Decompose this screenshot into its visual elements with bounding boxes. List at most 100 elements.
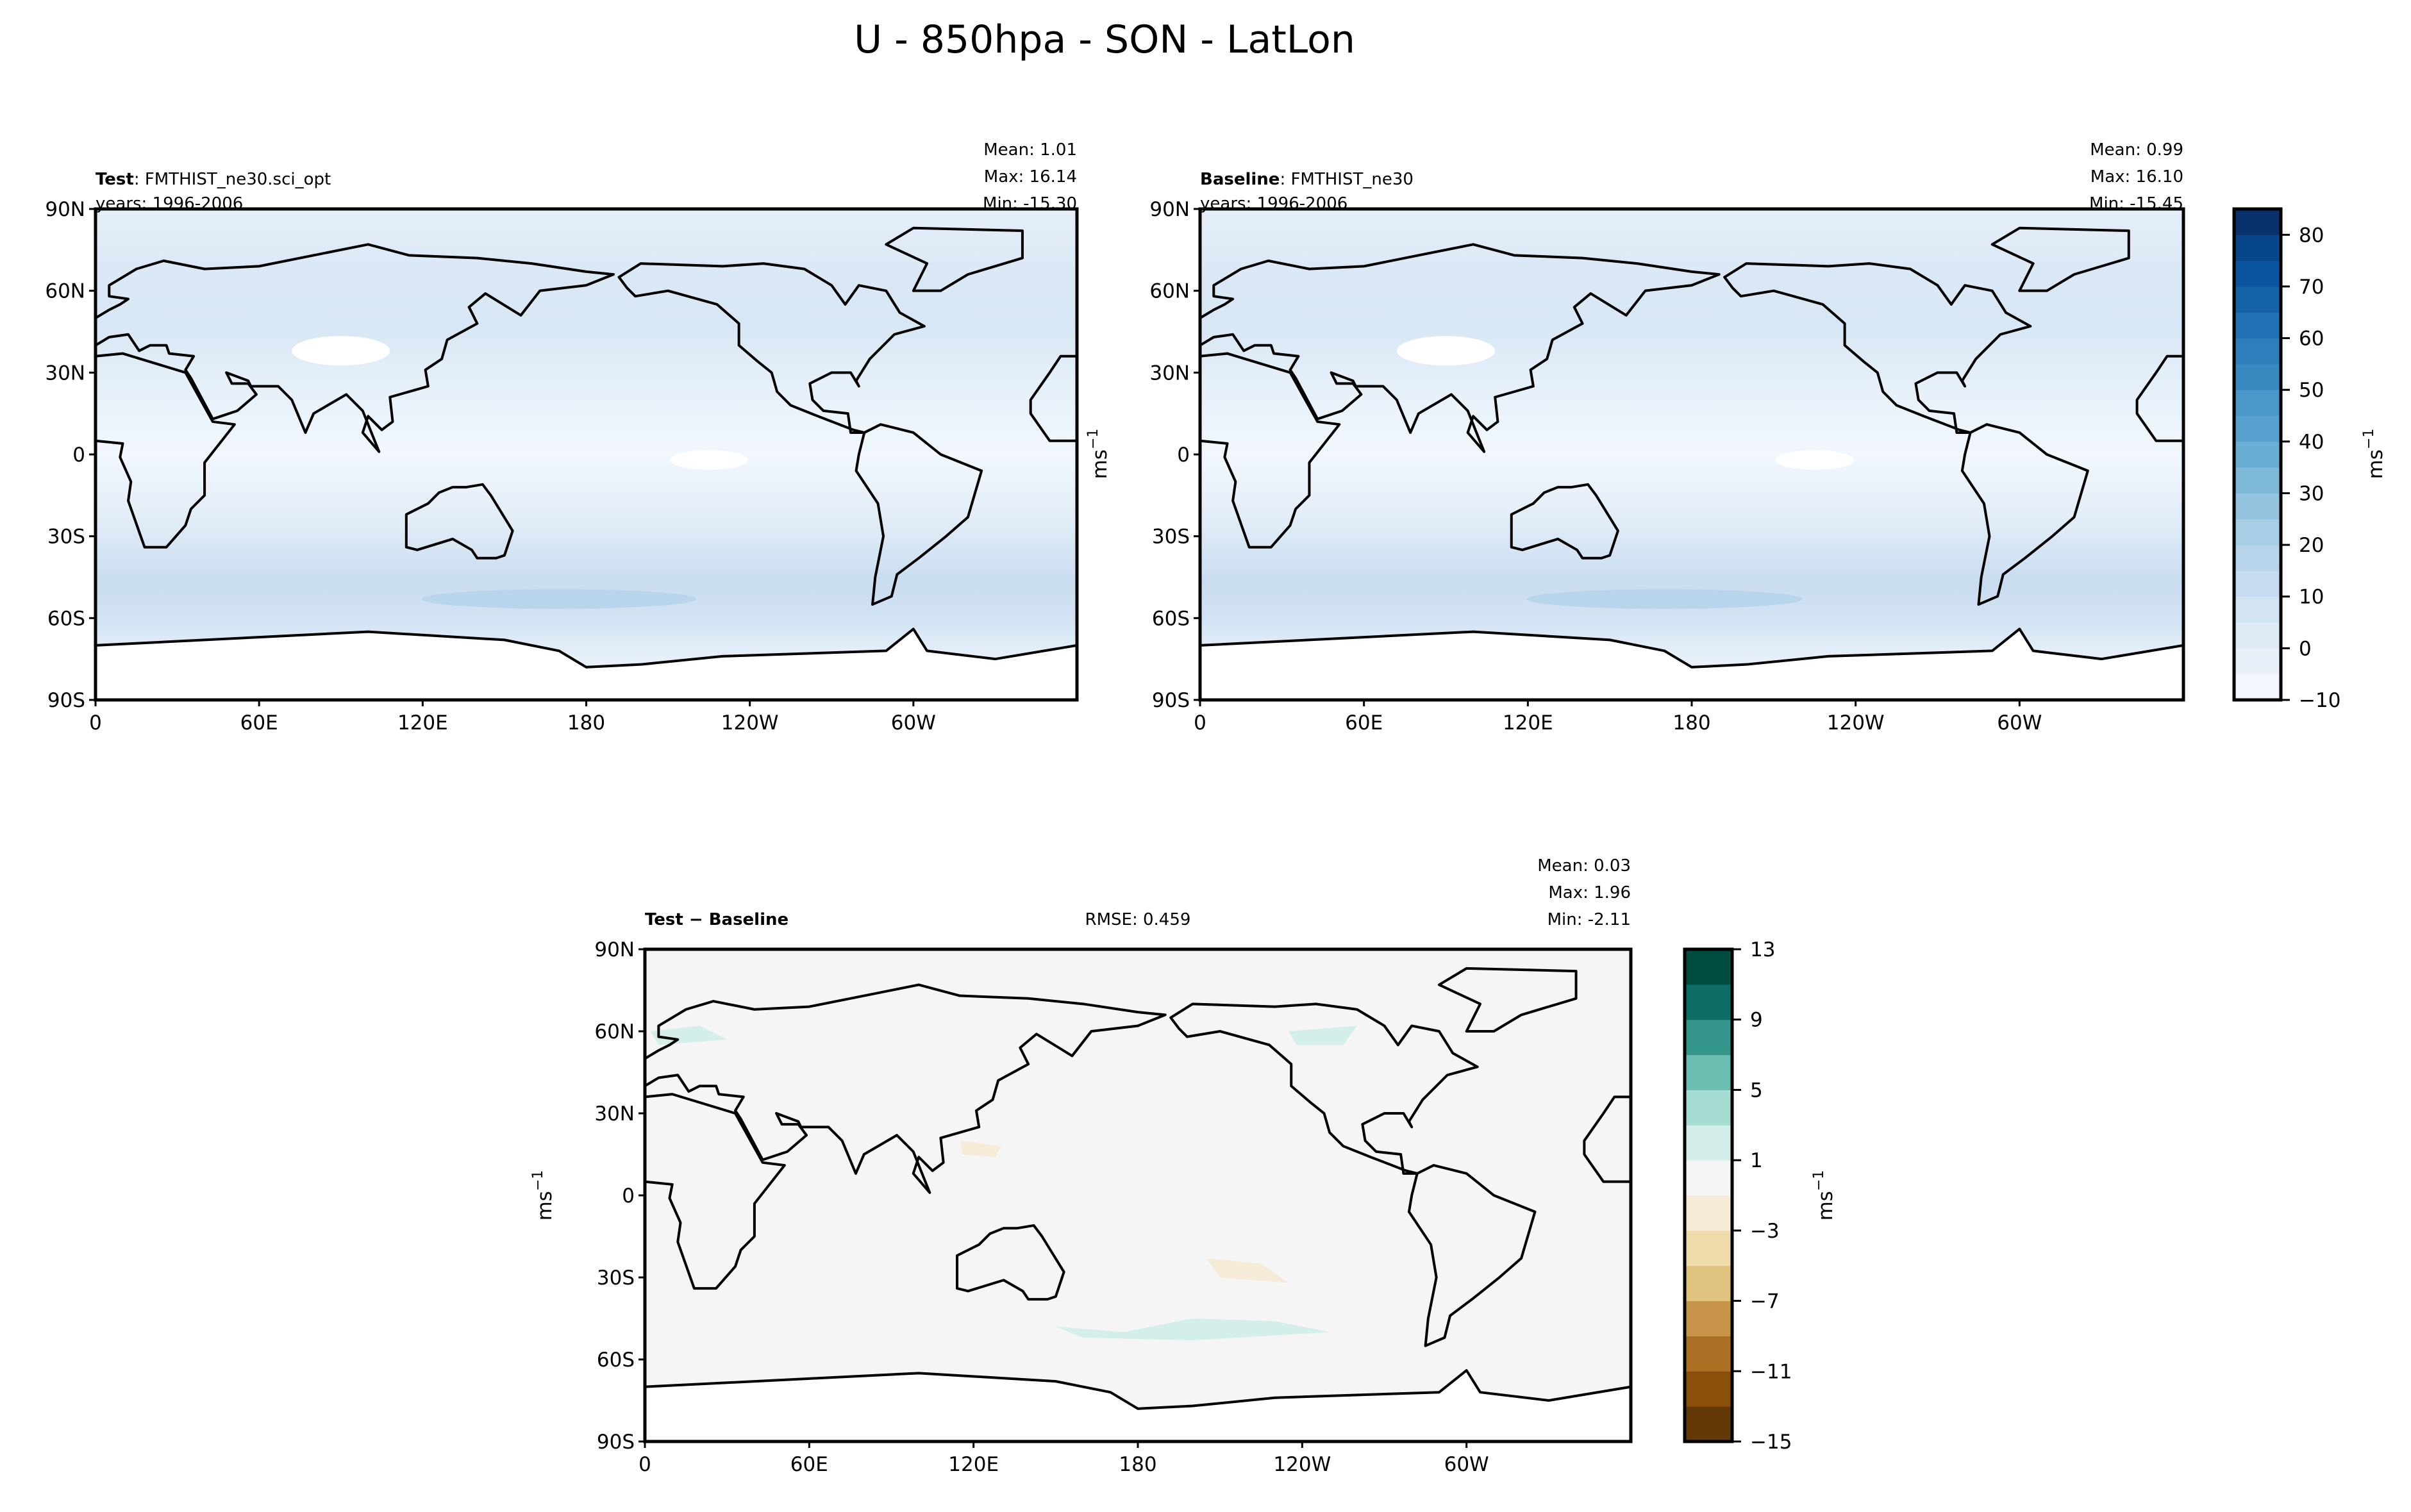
contour-region	[421, 589, 697, 609]
x-tick-label: 180	[1119, 1453, 1156, 1476]
stat-mean: Mean: 0.99	[2090, 140, 2183, 160]
map-panel-difference: 0 60E 120E 180 120W 60W 90N 60N 30N 0 30S 60S 90S Tes…	[594, 856, 1633, 1476]
units-label: ms−1	[2361, 429, 2387, 479]
panel-label-rest: : FMTHIST_ne30	[1280, 170, 1413, 189]
units-base: ms	[1089, 449, 1112, 479]
colorbar-tick-label: 20	[2299, 534, 2324, 557]
units-base: ms	[1814, 1191, 1837, 1220]
coastline-africaE	[96, 352, 236, 549]
colorbar-bin	[2234, 648, 2281, 675]
units-label: ms−1	[530, 1170, 556, 1221]
panel-years: years: 1996-2006	[1200, 194, 1347, 213]
colorbar-bin	[2234, 493, 2281, 520]
colorbar-bin	[1685, 1019, 1732, 1056]
colorbar-tick-label: 0	[2299, 637, 2312, 660]
coastline-australia	[405, 483, 514, 560]
y-tick-label: 60S	[47, 607, 85, 630]
colorbar-tick-label: −11	[1750, 1360, 1792, 1383]
coastline-australia	[956, 1224, 1065, 1301]
coastline-samerica	[1407, 1164, 1537, 1347]
panel-label-bold: Test − Baseline	[645, 910, 788, 929]
field-fill	[96, 209, 1077, 700]
units-exponent: −1	[1085, 429, 1101, 449]
field-fill	[645, 949, 1631, 1441]
map-panel-test: 0 60E 120E 180 120W 60W 90N 60N 30N 0 30S 60S 90S Tes…	[45, 140, 1079, 735]
colorbar-tick-label: 80	[2299, 224, 2324, 247]
coastline-samerica	[1960, 423, 2089, 606]
colorbar-bin	[2234, 286, 2281, 313]
units-exponent: −1	[2361, 429, 2377, 449]
colorbar-bin	[2234, 519, 2281, 545]
colorbar-bin	[1685, 1054, 1732, 1090]
stat-min: Min: -15.45	[2089, 194, 2183, 213]
colorbar-bin	[2234, 260, 2281, 287]
colorbar-frame	[2232, 207, 2283, 702]
x-tick-label: 120E	[948, 1453, 999, 1476]
colorbar-bin	[2234, 622, 2281, 649]
coastline-greenland	[1437, 967, 1578, 1033]
colorbar-tick-label: −15	[1750, 1431, 1792, 1454]
x-tick-label: 60E	[1345, 711, 1383, 735]
colorbar-tick-label: 10	[2299, 586, 2324, 609]
colorbar-bin	[1685, 949, 1732, 985]
y-tick-label: 0	[72, 444, 85, 467]
y-tick-label: 90N	[45, 198, 85, 221]
colorbar-bin	[1685, 1406, 1732, 1442]
units-base: ms	[2364, 449, 2387, 479]
colorbar-tick-label: 50	[2299, 379, 2324, 402]
colorbar-tick-label: 30	[2299, 482, 2324, 505]
y-tick-label: 60N	[1149, 280, 1190, 303]
colorbar-bin	[1685, 1265, 1732, 1302]
panel-label-bold: Baseline	[1200, 170, 1280, 189]
coastline-greenland	[1990, 226, 2130, 292]
colorbar-bin	[2234, 390, 2281, 417]
panel-label-bold: Test	[96, 170, 134, 189]
colorbar-tick-label: 13	[1750, 938, 1775, 961]
x-tick-label: 60E	[240, 711, 278, 735]
figure-title: U - 850hpa - SON - LatLon	[854, 17, 1355, 62]
colorbar-tick-label: 60	[2299, 328, 2324, 351]
contour-region	[650, 1026, 728, 1045]
x-tick-label: 60W	[1997, 711, 2042, 735]
y-tick-label: 60S	[597, 1349, 635, 1372]
colorbar-tick-label: 9	[1750, 1009, 1763, 1032]
colorbar-bin	[2234, 674, 2281, 701]
colorbar-tick-label: −3	[1750, 1220, 1780, 1243]
coastline-africaW	[2135, 354, 2183, 442]
colorbar-tick-label: −7	[1750, 1290, 1780, 1313]
colorbar-bin	[1685, 1090, 1732, 1126]
units-exponent: −1	[530, 1170, 546, 1191]
y-tick-label: 90S	[47, 689, 85, 712]
colorbar-tick-label: 5	[1750, 1079, 1763, 1102]
stat-max: Max: 16.14	[984, 167, 1077, 187]
colorbar-tick-label: −10	[2299, 689, 2340, 712]
colorbar-bin	[1685, 1125, 1732, 1161]
colorbar-bin	[2234, 545, 2281, 571]
panel-label: Test: FMTHIST_ne30.sci_opt	[96, 170, 331, 189]
colorbar-bin	[2234, 363, 2281, 390]
panel-label: Test − Baseline	[645, 910, 788, 929]
x-tick-label: 120W	[1273, 1453, 1331, 1476]
stat-min: Min: -15.30	[983, 194, 1077, 213]
x-tick-label: 60W	[891, 711, 936, 735]
colorbar-tick-label: 40	[2299, 431, 2324, 454]
stat-mean: Mean: 0.03	[1537, 856, 1631, 876]
colorbar-bin	[1685, 1230, 1732, 1267]
field-fill	[1200, 209, 2183, 700]
colorbar-tick-label: 1	[1750, 1149, 1763, 1172]
contour-region	[960, 1140, 1001, 1158]
coastline-namerica	[1169, 1002, 1479, 1175]
contour-region	[669, 450, 749, 470]
x-tick-label: 120E	[397, 711, 448, 735]
coastline-africaE	[1200, 352, 1341, 549]
units-exponent: −1	[1811, 1170, 1827, 1191]
x-tick-label: 120W	[721, 711, 779, 735]
y-tick-label: 90S	[1152, 689, 1190, 712]
coastline-namerica	[617, 262, 926, 434]
y-tick-label: 90N	[594, 938, 635, 961]
contour-region	[1775, 450, 1855, 470]
contour-region	[1206, 1258, 1289, 1283]
stat-min: Min: -2.11	[1548, 910, 1631, 929]
coastline-eurasia	[96, 243, 615, 453]
coastline-eurasia	[645, 983, 1167, 1194]
